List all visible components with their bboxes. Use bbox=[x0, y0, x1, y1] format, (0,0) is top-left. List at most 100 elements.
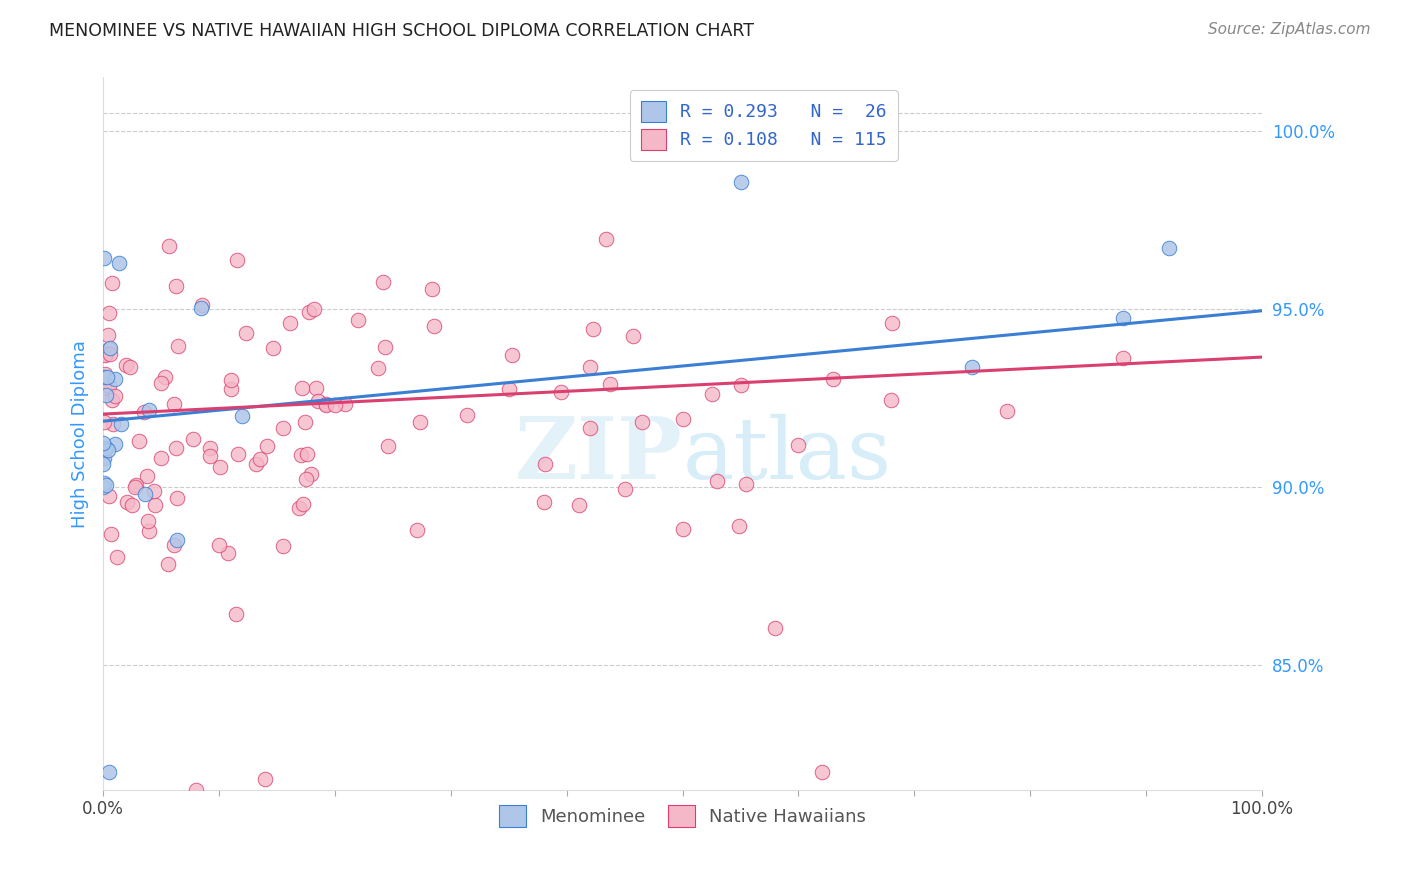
Point bbox=[93, 450, 115, 465]
Point bbox=[225, 252, 247, 267]
Point bbox=[700, 387, 723, 401]
Point bbox=[167, 338, 190, 352]
Point bbox=[217, 546, 239, 560]
Point bbox=[595, 232, 617, 246]
Point bbox=[579, 360, 602, 375]
Point bbox=[406, 523, 429, 537]
Point bbox=[271, 539, 294, 553]
Point bbox=[110, 417, 132, 431]
Point bbox=[262, 341, 284, 355]
Point bbox=[323, 398, 346, 412]
Point bbox=[98, 341, 121, 355]
Point bbox=[142, 483, 165, 498]
Text: Source: ZipAtlas.com: Source: ZipAtlas.com bbox=[1208, 22, 1371, 37]
Point bbox=[533, 495, 555, 509]
Point bbox=[101, 393, 124, 408]
Point bbox=[456, 408, 478, 422]
Point bbox=[245, 457, 267, 471]
Point bbox=[582, 322, 605, 336]
Point bbox=[995, 404, 1018, 418]
Point bbox=[134, 487, 156, 501]
Point bbox=[165, 279, 187, 293]
Point bbox=[235, 326, 257, 340]
Point bbox=[91, 436, 114, 450]
Point bbox=[208, 537, 231, 551]
Point bbox=[880, 392, 903, 407]
Point bbox=[107, 256, 129, 270]
Point bbox=[599, 376, 621, 391]
Point bbox=[190, 298, 212, 312]
Point bbox=[94, 441, 117, 455]
Point bbox=[371, 276, 394, 290]
Point bbox=[91, 458, 114, 472]
Point bbox=[104, 389, 127, 403]
Point bbox=[763, 622, 786, 636]
Point bbox=[305, 381, 328, 395]
Point bbox=[420, 282, 443, 296]
Point bbox=[159, 239, 181, 253]
Point bbox=[579, 421, 602, 435]
Point bbox=[124, 480, 146, 494]
Point bbox=[823, 372, 845, 386]
Point bbox=[163, 397, 186, 411]
Point bbox=[298, 305, 321, 319]
Point bbox=[94, 347, 117, 361]
Point bbox=[94, 388, 117, 402]
Point bbox=[117, 495, 139, 509]
Point bbox=[128, 434, 150, 448]
Point bbox=[333, 397, 356, 411]
Point bbox=[149, 451, 172, 466]
Point bbox=[1112, 310, 1135, 325]
Point bbox=[278, 316, 301, 330]
Point bbox=[100, 526, 122, 541]
Point bbox=[423, 319, 446, 334]
Point bbox=[315, 397, 337, 411]
Point bbox=[165, 442, 187, 456]
Point bbox=[132, 405, 155, 419]
Point bbox=[377, 439, 399, 453]
Legend: Menominee, Native Hawaiians: Menominee, Native Hawaiians bbox=[492, 797, 873, 834]
Point bbox=[498, 383, 520, 397]
Point bbox=[138, 524, 160, 538]
Point bbox=[346, 313, 368, 327]
Point bbox=[94, 367, 117, 381]
Point bbox=[125, 478, 148, 492]
Point bbox=[671, 412, 693, 426]
Point bbox=[294, 415, 316, 429]
Point bbox=[730, 175, 752, 189]
Point bbox=[291, 497, 314, 511]
Point bbox=[136, 468, 159, 483]
Point bbox=[880, 316, 903, 330]
Point bbox=[98, 347, 121, 361]
Point bbox=[730, 377, 752, 392]
Point bbox=[93, 480, 115, 494]
Point bbox=[94, 348, 117, 362]
Point bbox=[568, 498, 591, 512]
Point bbox=[550, 385, 572, 400]
Text: atlas: atlas bbox=[682, 414, 891, 497]
Point bbox=[93, 381, 115, 395]
Point bbox=[271, 421, 294, 435]
Point bbox=[97, 765, 120, 780]
Point bbox=[315, 398, 337, 412]
Point bbox=[226, 447, 249, 461]
Text: ZIP: ZIP bbox=[515, 413, 682, 497]
Point bbox=[121, 498, 143, 512]
Point bbox=[256, 439, 278, 453]
Point bbox=[166, 491, 188, 505]
Point bbox=[166, 533, 188, 547]
Point bbox=[288, 500, 311, 515]
Point bbox=[254, 772, 277, 787]
Point bbox=[219, 373, 242, 387]
Point bbox=[408, 415, 430, 429]
Point bbox=[367, 361, 389, 376]
Point bbox=[231, 409, 253, 423]
Point bbox=[183, 432, 205, 446]
Point bbox=[105, 550, 128, 565]
Point bbox=[94, 478, 117, 492]
Point bbox=[97, 442, 120, 457]
Point bbox=[143, 498, 166, 512]
Point bbox=[93, 476, 115, 491]
Point bbox=[98, 489, 121, 503]
Point bbox=[93, 252, 115, 266]
